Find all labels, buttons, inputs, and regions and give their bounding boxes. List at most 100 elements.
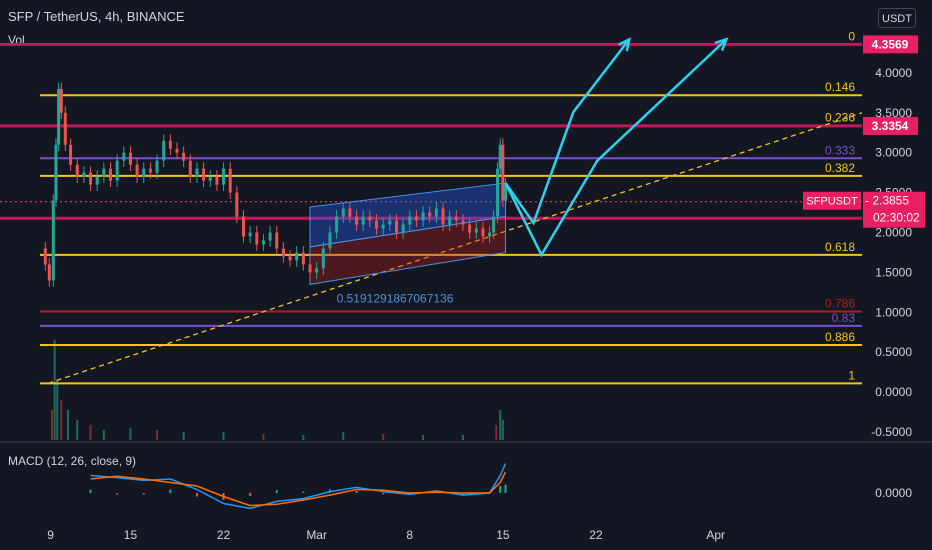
candle-body [454,216,458,221]
candle-body [128,152,132,165]
candle-body [202,168,206,181]
candle-body [51,200,55,281]
countdown-text: 02:30:02 [873,211,920,225]
volume-bar [89,425,92,440]
volume-bar [499,410,502,440]
volume-bar [302,435,305,440]
candle-body [448,216,452,225]
candle-body [321,248,325,269]
candle-body [222,168,226,185]
x-tick: 9 [47,528,54,542]
candle-body [82,172,86,177]
candle-body [496,168,500,217]
candle-body [47,264,51,281]
volume-bar [342,432,345,440]
candle-body [57,88,61,145]
candle-body [461,220,465,225]
price-tag-text: 3.3354 [872,119,909,133]
volume-bar [156,430,159,440]
candle-body [348,208,352,217]
candle-body [69,144,73,165]
candle-body [142,168,146,177]
candle-body [43,248,47,265]
candle-body [135,164,139,177]
macd-histogram-bar [89,489,92,493]
current-price-text: - 2.3855 [865,194,909,208]
candle-body [401,224,405,233]
macd-histogram-bar [275,490,278,493]
fib-label: 0.146 [825,80,855,94]
volume-bar [102,430,105,440]
x-tick: 8 [406,528,413,542]
volume-bar [56,380,59,440]
volume-bar [222,432,225,440]
candle-body [361,216,365,225]
candle-body [108,168,112,181]
candle-body [75,164,79,177]
candle-body [122,152,126,161]
candle-body [148,168,152,173]
candle-body [414,216,418,221]
y-tick: 4.0000 [875,66,912,80]
candle-body [215,176,219,185]
candle-body [434,208,438,217]
candle-body [375,220,379,229]
y-tick: 1.0000 [875,305,912,319]
macd-label: MACD (12, 26, close, 9) [8,454,137,468]
chart-title: SFP / TetherUS, 4h, BINANCE [8,9,185,24]
y-tick: -0.5000 [871,425,912,439]
candle-body [501,144,505,201]
candle-body [228,168,232,193]
volume-bar [53,340,56,440]
macd-histogram-bar [504,484,507,493]
candle-body [295,252,299,261]
candle-body [308,264,312,273]
macd-y-tick: 0.0000 [875,486,912,500]
fib-label: 0.236 [825,111,855,125]
macd-histogram-bar [382,493,385,495]
candle-body [89,172,93,185]
macd-histogram-bar [195,493,198,497]
candle-body [195,168,199,177]
symbol-tag [803,191,861,210]
candle-body [394,220,398,233]
candle-body [102,168,106,177]
candle-body [59,88,63,113]
candle-body [368,216,372,221]
volume-bar [182,432,185,440]
candle-body [441,208,445,225]
candle-body [63,112,67,145]
macd-histogram-bar [249,493,252,496]
volume-bar [382,434,385,440]
fib-label: 0 [848,29,855,43]
candle-body [188,160,192,177]
fib-label: 0.83 [832,311,856,325]
candle-body [481,228,485,237]
fib-label: 0.333 [825,143,855,157]
candle-body [492,216,496,233]
volume-bar [495,425,498,440]
volume-bar [66,410,69,440]
candle-body [504,184,508,201]
macd-histogram-bar [461,493,464,496]
projection-arrow [504,38,728,258]
candle-body [341,208,345,217]
price-tag [863,116,918,135]
macd-histogram-bar [355,490,358,493]
volume-bar [461,435,464,440]
current-price-tag [863,191,925,228]
candle-body [175,148,179,153]
x-tick: Mar [306,528,327,542]
candle-body [261,240,265,245]
candle-body [408,216,412,225]
macd-histogram-bar [116,493,119,495]
currency-unit-button[interactable]: USDT [878,8,916,28]
volume-bar [129,428,132,440]
candle-body [155,160,159,173]
candle-body [242,216,246,237]
macd-line [90,463,507,510]
x-tick: Apr [706,528,725,542]
y-tick: 3.0000 [875,146,912,160]
y-tick: 3.5000 [875,106,912,120]
